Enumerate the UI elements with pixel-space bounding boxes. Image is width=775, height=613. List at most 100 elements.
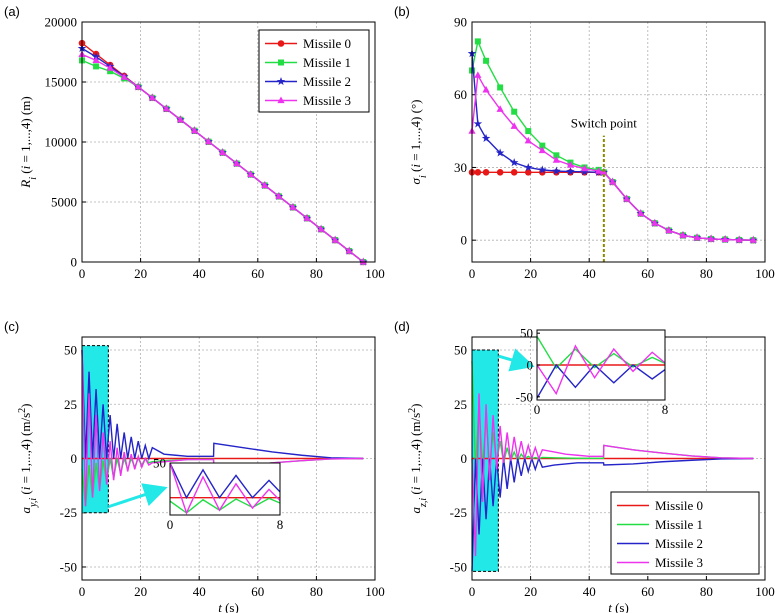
marker — [538, 165, 547, 174]
y-axis-label-part: i — [408, 486, 423, 490]
x-tick-label: 20 — [524, 266, 537, 281]
x-tick-label: 0 — [469, 266, 476, 281]
y-tick-label: 5000 — [51, 195, 77, 210]
marker — [707, 234, 715, 242]
inset-frame — [536, 329, 666, 401]
y-axis-label-part: = 1,...,4) (m) — [18, 96, 33, 165]
panel-label: (b) — [394, 4, 410, 19]
marker — [495, 148, 505, 157]
marker — [261, 181, 269, 188]
marker — [497, 84, 504, 91]
marker — [539, 142, 546, 149]
legend-label: Missile 0 — [655, 498, 703, 513]
y-axis-label-part: i — [408, 164, 423, 168]
marker — [277, 96, 285, 104]
marker — [496, 105, 504, 112]
x-tick-label: 20 — [134, 584, 147, 599]
x-tick-label: 40 — [583, 266, 596, 281]
y-tick-label: 50 — [64, 343, 77, 358]
marker — [278, 59, 284, 66]
y-tick-label: 30 — [454, 160, 467, 175]
marker — [473, 119, 483, 128]
inset-x-tick-label: 8 — [277, 517, 284, 532]
marker — [474, 71, 482, 78]
marker — [623, 194, 631, 202]
y-axis-label-part: R — [18, 180, 33, 189]
marker — [331, 236, 339, 243]
legend-label: Missile 3 — [303, 93, 351, 108]
data-line — [471, 53, 754, 241]
y-tick-label: 15000 — [45, 75, 78, 90]
x-axis-label: t (s) — [608, 600, 629, 613]
y-tick-label: 90 — [454, 15, 467, 30]
y-axis-label: az,i (i = 1,...,4) (m/s2) — [407, 403, 429, 513]
marker — [204, 137, 213, 145]
x-tick-label: 0 — [469, 584, 476, 599]
y-tick-label: 0 — [71, 451, 78, 466]
y-axis-label-part: ( — [18, 169, 33, 177]
inset-line — [537, 335, 665, 370]
y-tick-label: -50 — [450, 559, 467, 574]
marker — [275, 192, 283, 199]
y-tick-label: 60 — [454, 87, 467, 102]
inset-line — [170, 463, 280, 500]
marker — [106, 64, 114, 71]
marker — [510, 169, 518, 176]
marker — [553, 152, 560, 159]
axes-frame — [81, 21, 376, 263]
y-tick-label: 10000 — [45, 135, 78, 150]
y-axis-label-part: ( — [408, 168, 423, 176]
y-axis-label-part: ) — [408, 403, 423, 407]
x-axis-label: t (s) — [218, 600, 239, 613]
y-axis-label-part: i — [18, 165, 33, 169]
inset-line — [537, 344, 665, 396]
marker — [735, 235, 743, 243]
marker — [277, 40, 285, 47]
legend-label: Missile 2 — [303, 74, 351, 89]
x-tick-label: 40 — [193, 584, 206, 599]
legend-label: Missile 1 — [303, 55, 351, 70]
y-axis-label-part: σ — [408, 177, 423, 184]
zoom-arrow — [497, 348, 535, 372]
x-tick-label: 80 — [310, 266, 323, 281]
x-axis-label-part: (s) — [222, 600, 239, 613]
marker — [92, 56, 100, 63]
marker — [538, 146, 546, 154]
inset-y-tick-label: 50 — [153, 456, 166, 471]
y-tick-label: -25 — [450, 505, 467, 520]
x-tick-label: 60 — [641, 584, 654, 599]
legend-label: Missile 3 — [655, 555, 703, 570]
y-axis-label-part: a — [408, 507, 423, 514]
legend-label: Missile 2 — [655, 536, 703, 551]
y-tick-label: 25 — [64, 397, 77, 412]
y-axis-label-part: y,i — [28, 498, 39, 508]
y-tick-label: -25 — [60, 505, 77, 520]
marker — [482, 169, 490, 176]
inset — [537, 335, 665, 399]
marker — [693, 233, 701, 241]
legend-label: Missile 0 — [303, 36, 351, 51]
marker — [523, 162, 533, 172]
x-tick-label: 40 — [583, 584, 596, 599]
data-line — [471, 73, 754, 241]
x-tick-label: 0 — [79, 584, 86, 599]
legend-label: Missile 1 — [655, 517, 703, 532]
marker — [609, 178, 617, 185]
x-tick-label: 20 — [134, 266, 147, 281]
marker — [107, 68, 114, 75]
panel-label: (a) — [4, 4, 20, 19]
y-tick-label: 20000 — [45, 15, 78, 30]
marker — [552, 166, 561, 175]
axes-frame — [471, 21, 766, 263]
y-axis-label: σi (i = 1,...,4) (°) — [408, 100, 429, 185]
y-axis-label-part: = 1,...,4) (°) — [408, 100, 423, 165]
x-tick-label: 40 — [193, 266, 206, 281]
marker — [93, 63, 100, 70]
marker — [749, 236, 757, 243]
y-axis-label-part: a — [18, 507, 33, 514]
marker — [496, 169, 504, 176]
marker — [594, 167, 603, 174]
marker — [566, 167, 575, 176]
marker — [552, 156, 560, 163]
